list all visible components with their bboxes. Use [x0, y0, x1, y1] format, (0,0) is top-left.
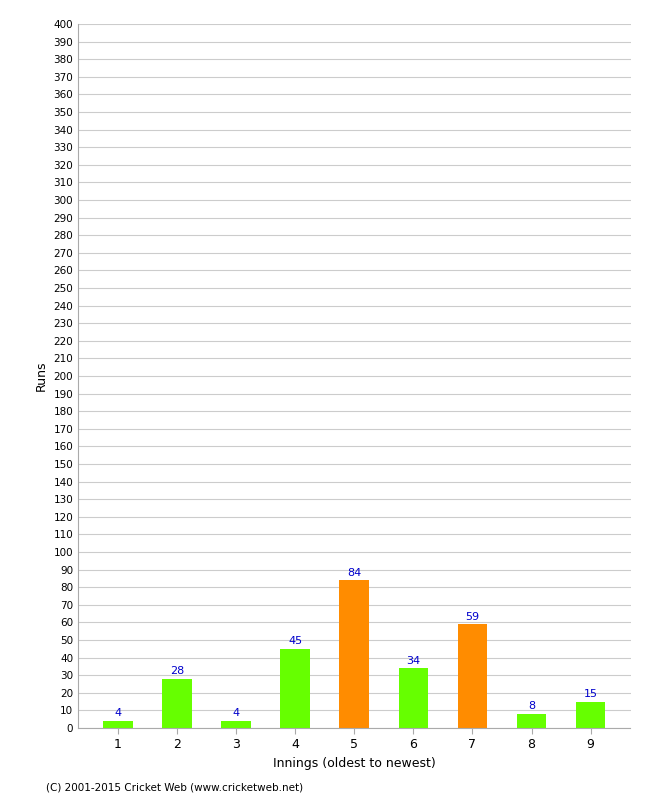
Text: 84: 84 [347, 567, 361, 578]
Bar [458, 624, 488, 728]
Bar [398, 668, 428, 728]
Bar [221, 721, 251, 728]
Text: 4: 4 [114, 708, 122, 718]
Bar [339, 580, 369, 728]
Text: 28: 28 [170, 666, 184, 676]
Text: 45: 45 [288, 636, 302, 646]
Bar [162, 678, 192, 728]
Text: 59: 59 [465, 611, 480, 622]
Y-axis label: Runs: Runs [35, 361, 48, 391]
Bar [576, 702, 605, 728]
Text: 4: 4 [233, 708, 240, 718]
Bar [517, 714, 546, 728]
Text: 34: 34 [406, 655, 421, 666]
X-axis label: Innings (oldest to newest): Innings (oldest to newest) [273, 757, 436, 770]
Bar [280, 649, 310, 728]
Bar [103, 721, 133, 728]
Text: (C) 2001-2015 Cricket Web (www.cricketweb.net): (C) 2001-2015 Cricket Web (www.cricketwe… [46, 782, 303, 792]
Text: 8: 8 [528, 702, 535, 711]
Text: 15: 15 [584, 689, 597, 699]
